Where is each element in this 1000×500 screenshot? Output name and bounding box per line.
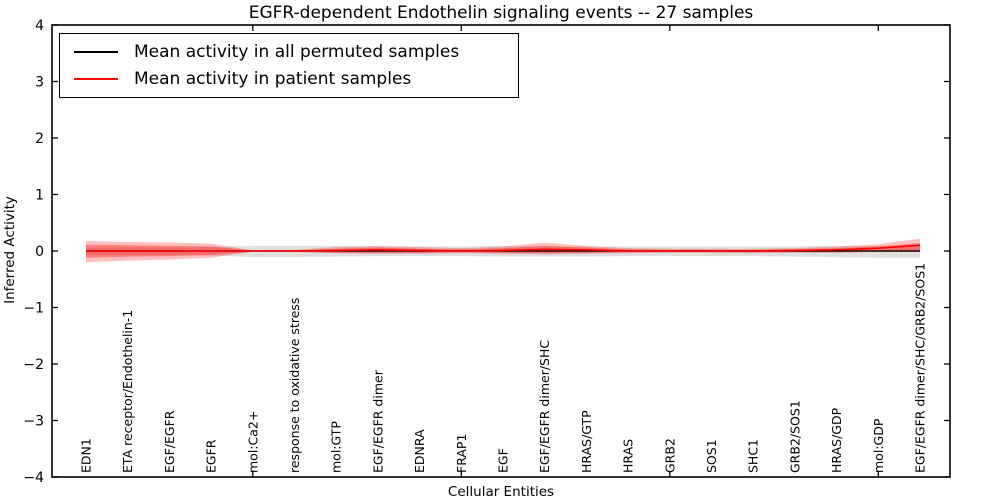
- x-category-label: mol:GDP: [871, 418, 886, 473]
- y-tick-label: −2: [23, 357, 44, 373]
- x-category-label: EGFR: [204, 439, 219, 473]
- x-category-label: EGF/EGFR dimer/SHC/GRB2/SOS1: [913, 263, 928, 473]
- x-category-label: EDNRA: [412, 429, 427, 473]
- patient-mean-line: [86, 244, 921, 252]
- x-category-label: HRAS/GTP: [579, 410, 594, 473]
- patient-line-swatch: [74, 77, 118, 80]
- x-category-label: FRAP1: [454, 434, 469, 473]
- permuted-line-swatch: [74, 51, 118, 54]
- x-category-label: SOS1: [704, 439, 719, 473]
- y-tick-label: 3: [35, 74, 44, 90]
- x-category-label: EGF: [496, 448, 511, 473]
- x-category-label: SHC1: [746, 439, 761, 473]
- x-category-label: EGF/EGFR: [162, 410, 177, 473]
- axes-frame: [51, 24, 951, 478]
- x-category-label: response to oxidative stress: [287, 298, 302, 473]
- permuted-band: [86, 245, 920, 258]
- x-axis-label: Cellular Entities: [447, 484, 555, 500]
- x-category-label: HRAS/GDP: [829, 407, 844, 473]
- x-category-label: HRAS: [621, 439, 636, 473]
- legend-label: Mean activity in patient samples: [134, 68, 412, 89]
- x-category-label: EGF/EGFR dimer/SHC: [537, 340, 552, 473]
- y-tick-label: 2: [35, 131, 44, 147]
- y-tick-label: −1: [23, 300, 44, 316]
- legend-label: Mean activity in all permuted samples: [134, 42, 460, 63]
- legend-entry-permuted: Mean activity in all permuted samples: [72, 42, 518, 62]
- legend-box: Mean activity in all permuted samples Me…: [59, 33, 519, 98]
- x-category-label: ETA receptor/Endothelin-1: [120, 310, 135, 473]
- y-tick-label: −3: [23, 413, 44, 429]
- x-category-label: GRB2: [662, 438, 677, 473]
- y-tick-label: 0: [35, 244, 44, 260]
- x-category-label: GRB2/SOS1: [787, 400, 802, 473]
- y-tick-label: 1: [35, 187, 44, 203]
- x-category-label: mol:Ca2+: [245, 411, 260, 473]
- x-category-label: EDN1: [79, 438, 94, 473]
- chart-title: EGFR-dependent Endothelin signaling even…: [248, 3, 754, 23]
- legend-entry-patient: Mean activity in patient samples: [72, 69, 518, 89]
- x-category-label: mol:GTP: [329, 421, 344, 473]
- x-category-label: EGF/EGFR dimer: [370, 369, 385, 473]
- y-tick-label: 4: [35, 18, 44, 34]
- y-tick-label: −4: [23, 470, 44, 486]
